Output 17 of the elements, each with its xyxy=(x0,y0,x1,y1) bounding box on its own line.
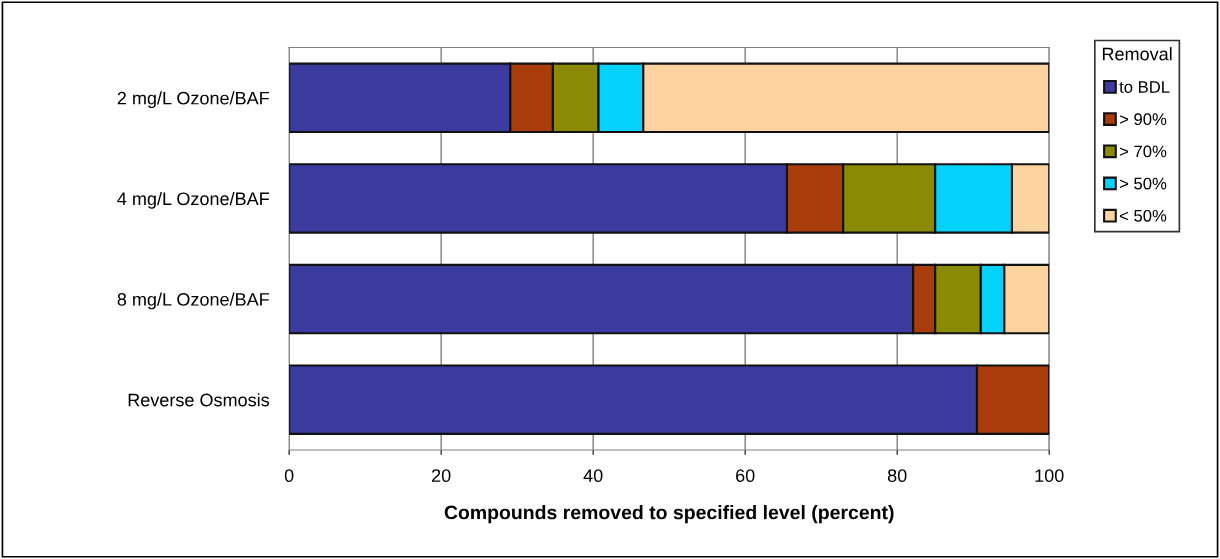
legend-label: > 90% xyxy=(1119,113,1167,126)
legend-label: < 50% xyxy=(1119,209,1167,222)
x-axis-title: Compounds removed to specified level (percent) xyxy=(444,505,894,524)
x-tick-label: 60 xyxy=(736,469,755,483)
y-tick-label: 2 mg/L Ozone/BAF xyxy=(117,91,269,109)
x-tick-label: 0 xyxy=(284,469,294,483)
legend-title: Removal xyxy=(1102,47,1172,61)
legend-label: to BDL xyxy=(1119,81,1170,93)
x-tick-label: 100 xyxy=(1035,469,1064,483)
x-tick-label: 20 xyxy=(432,469,451,483)
x-tick-label: 40 xyxy=(583,469,603,483)
legend-label: > 50% xyxy=(1119,177,1167,190)
y-tick-label: Reverse Osmosis xyxy=(128,393,270,407)
x-tick-label: 80 xyxy=(887,469,907,483)
legend-label: > 70% xyxy=(1119,145,1167,158)
y-tick-label: 4 mg/L Ozone/BAF xyxy=(117,191,269,209)
y-tick-label: 8 mg/L Ozone/BAF xyxy=(117,292,269,310)
